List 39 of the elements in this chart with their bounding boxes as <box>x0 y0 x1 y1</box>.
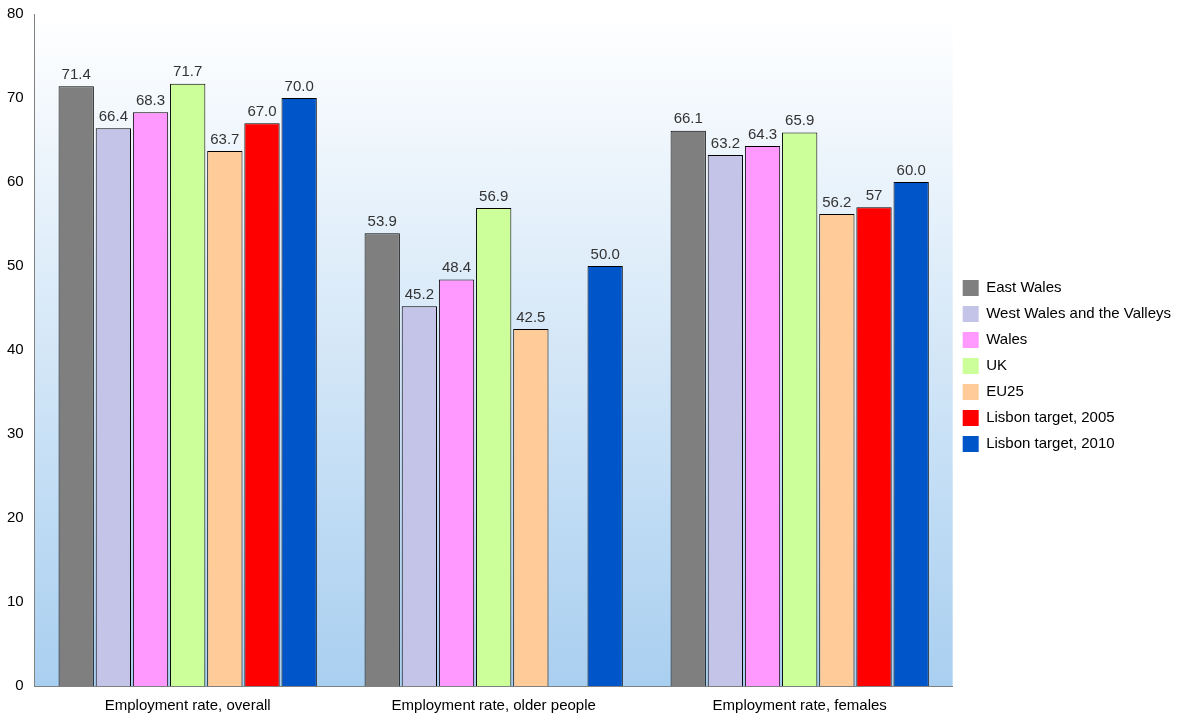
data-label: 50.0 <box>590 244 620 262</box>
legend-label: Lisbon target, 2010 <box>986 434 1115 452</box>
y-tick-label: 80 <box>7 4 24 22</box>
data-label: 56.2 <box>822 192 852 210</box>
data-label: 53.9 <box>367 211 397 229</box>
data-label: 63.2 <box>710 133 740 151</box>
y-tick-label: 50 <box>7 256 24 274</box>
data-label: 57 <box>865 185 883 203</box>
data-label: 56.9 <box>479 186 509 204</box>
data-label: 66.4 <box>98 106 128 124</box>
data-label: 67.0 <box>247 101 277 119</box>
data-label: 70.0 <box>284 76 314 94</box>
y-tick-label: 10 <box>7 592 24 610</box>
legend-label: UK <box>986 356 1008 374</box>
legend-label: West Wales and the Valleys <box>986 304 1172 322</box>
legend-label: Wales <box>986 330 1028 348</box>
data-label: 68.3 <box>135 90 166 108</box>
y-tick-label: 0 <box>15 676 24 694</box>
data-label: 64.3 <box>747 124 778 142</box>
y-tick-label: 30 <box>7 424 24 442</box>
data-label: 66.1 <box>673 109 703 127</box>
y-tick-label: 40 <box>7 340 24 358</box>
data-label: 65.9 <box>785 111 815 129</box>
data-label: 63.7 <box>210 129 240 147</box>
data-label: 42.5 <box>516 307 546 325</box>
y-tick-label: 70 <box>7 88 24 106</box>
data-label: 45.2 <box>404 284 434 302</box>
legend-label: East Wales <box>986 278 1062 296</box>
data-label: 71.4 <box>61 64 91 82</box>
x-tick-label: Employment rate, females <box>712 696 887 714</box>
x-tick-label: Employment rate, overall <box>104 696 271 714</box>
y-tick-label: 20 <box>7 508 24 526</box>
data-label: 60.0 <box>896 160 926 178</box>
legend-label: EU25 <box>986 382 1024 400</box>
data-label: 71.7 <box>173 62 203 80</box>
y-tick-label: 60 <box>7 172 24 190</box>
x-tick-label: Employment rate, older people <box>391 696 596 714</box>
legend-label: Lisbon target, 2005 <box>986 408 1115 426</box>
data-label: 48.4 <box>441 258 472 276</box>
